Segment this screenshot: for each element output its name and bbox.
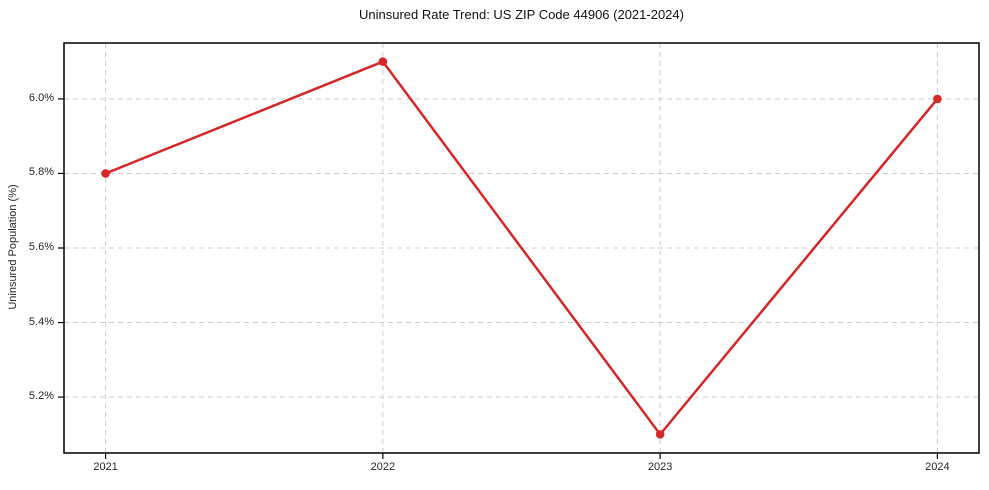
x-tick-label: 2024 bbox=[925, 461, 950, 473]
data-point-marker bbox=[655, 430, 665, 439]
data-point-marker bbox=[378, 57, 388, 66]
x-tick-label: 2023 bbox=[647, 461, 673, 473]
y-tick-label: 5.2% bbox=[28, 390, 54, 403]
y-tick-label: 5.4% bbox=[28, 315, 54, 328]
data-point-marker bbox=[101, 169, 110, 178]
y-tick-label: 6.0% bbox=[28, 91, 54, 104]
x-tick-label: 2022 bbox=[370, 461, 396, 473]
chart-title: Uninsured Rate Trend: US ZIP Code 44906 … bbox=[359, 7, 684, 22]
y-tick-label: 5.6% bbox=[28, 241, 54, 253]
plot-border bbox=[63, 42, 980, 454]
data-point-marker bbox=[933, 94, 942, 104]
y-tick-label: 5.8% bbox=[28, 166, 54, 179]
data-line bbox=[104, 60, 939, 436]
x-tick-label: 2021 bbox=[93, 461, 118, 473]
